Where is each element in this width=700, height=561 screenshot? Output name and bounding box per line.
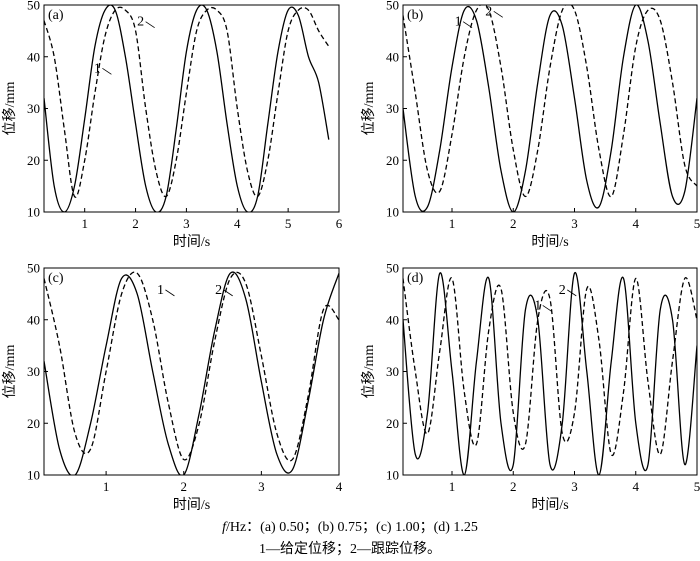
panel-label: (a) (48, 8, 64, 23)
x-tick-label: 6 (336, 216, 343, 231)
curve-label-1: 1 (94, 61, 101, 76)
x-axis-label: 时间/s (531, 497, 568, 513)
y-axis-label: 位移/mm (2, 345, 18, 399)
chart-panel-a: 1 2 3 4 5 6 10 20 30 40 50 时间/s 位移/mm (a) 1 2 (2, 0, 343, 250)
panel-label: (c) (48, 271, 64, 286)
y-tick-label: 40 (27, 49, 40, 64)
curve-label-2: 2 (137, 15, 144, 30)
y-tick-label: 20 (27, 416, 40, 431)
axes-frame (43, 267, 340, 476)
y-axis-label: 位移/mm (361, 82, 377, 136)
panel-label: (d) (407, 271, 424, 286)
curve-label-leader (165, 289, 175, 297)
axes-frame (402, 4, 698, 213)
y-tick-label: 20 (386, 153, 399, 168)
y-tick-label: 50 (386, 261, 399, 276)
series-line-2 (44, 271, 339, 462)
series-line-1 (44, 271, 339, 475)
x-tick-label: 1 (103, 479, 110, 494)
axes-frame (43, 4, 340, 213)
curve-label-2: 2 (559, 283, 566, 298)
curve-label-leader (567, 289, 577, 297)
curve-label-leader (493, 11, 503, 18)
x-tick-label: 5 (694, 479, 700, 494)
x-tick-label: 4 (234, 216, 241, 231)
x-tick-label: 4 (336, 479, 343, 494)
y-tick-label: 10 (386, 205, 399, 220)
chart-panel-c: 1 2 3 4 10 20 30 40 50 时间/s 位移/mm (c) 1 2 (2, 261, 343, 514)
y-tick-label: 50 (27, 0, 40, 13)
x-tick-label: 3 (183, 216, 190, 231)
y-tick-label: 30 (27, 364, 40, 379)
series-line-1 (403, 272, 697, 475)
x-axis-label: 时间/s (173, 234, 210, 250)
curve-label-leader (542, 305, 552, 312)
caption-frequency-symbol: f (222, 520, 226, 535)
y-tick-label: 40 (386, 312, 399, 327)
caption-legend: 1—给定位移；2—跟踪位移。 (259, 542, 441, 557)
x-tick-label: 1 (81, 216, 88, 231)
y-tick-label: 10 (27, 468, 40, 483)
y-axis-label: 位移/mm (2, 82, 18, 136)
x-tick-label: 5 (694, 216, 700, 231)
x-tick-label: 3 (258, 479, 265, 494)
series-line-2 (403, 5, 697, 198)
x-tick-label: 4 (633, 479, 640, 494)
curve-label-leader (462, 21, 473, 29)
curve-label-1: 1 (157, 283, 164, 298)
y-tick-label: 10 (386, 468, 399, 483)
series-line-1 (403, 5, 697, 212)
curve-label-1: 1 (534, 298, 541, 313)
y-axis-label: 位移/mm (361, 345, 377, 399)
x-tick-label: 5 (285, 216, 292, 231)
y-tick-label: 40 (386, 49, 399, 64)
series-line-1 (44, 5, 330, 212)
x-axis-label: 时间/s (173, 497, 210, 513)
caption-frequencies: f/Hz：(a) 0.50；(b) 0.75；(c) 1.00；(d) 1.25 (0, 516, 700, 536)
x-tick-label: 2 (510, 479, 517, 494)
caption-frequency-values: /Hz：(a) 0.50；(b) 0.75；(c) 1.00；(d) 1.25 (225, 520, 478, 535)
y-tick-label: 40 (27, 312, 40, 327)
y-tick-label: 30 (27, 101, 40, 116)
x-tick-label: 1 (449, 216, 456, 231)
x-tick-label: 3 (571, 216, 578, 231)
y-tick-label: 20 (386, 416, 399, 431)
chart-panel-d: 1 2 3 4 5 10 20 30 40 50 时间/s 位移/mm (d) 1 2 (361, 261, 700, 514)
curve-label-2: 2 (215, 283, 222, 298)
x-tick-label: 1 (449, 479, 456, 494)
x-tick-label: 3 (571, 479, 578, 494)
curve-label-leader (145, 21, 155, 29)
curve-label-leader (102, 67, 112, 75)
x-tick-label: 4 (633, 216, 640, 231)
x-tick-label: 2 (180, 479, 187, 494)
axes-frame (402, 267, 698, 476)
curve-label-2: 2 (485, 4, 492, 19)
chart-panel-b: 1 2 3 4 5 10 20 30 40 50 时间/s 位移/mm (b) 1 2 (361, 0, 700, 250)
x-tick-label: 2 (132, 216, 139, 231)
y-tick-label: 20 (27, 153, 40, 168)
x-axis-label: 时间/s (531, 234, 568, 250)
y-tick-label: 50 (27, 261, 40, 276)
y-tick-label: 30 (386, 364, 399, 379)
x-tick-label: 2 (510, 216, 517, 231)
y-tick-label: 30 (386, 101, 399, 116)
curve-label-leader (223, 289, 233, 297)
panel-label: (b) (407, 8, 424, 23)
curve-label-1: 1 (455, 15, 462, 30)
series-line-2 (403, 277, 697, 457)
series-line-2 (44, 6, 330, 198)
y-tick-label: 50 (386, 0, 399, 13)
y-tick-label: 10 (27, 205, 40, 220)
